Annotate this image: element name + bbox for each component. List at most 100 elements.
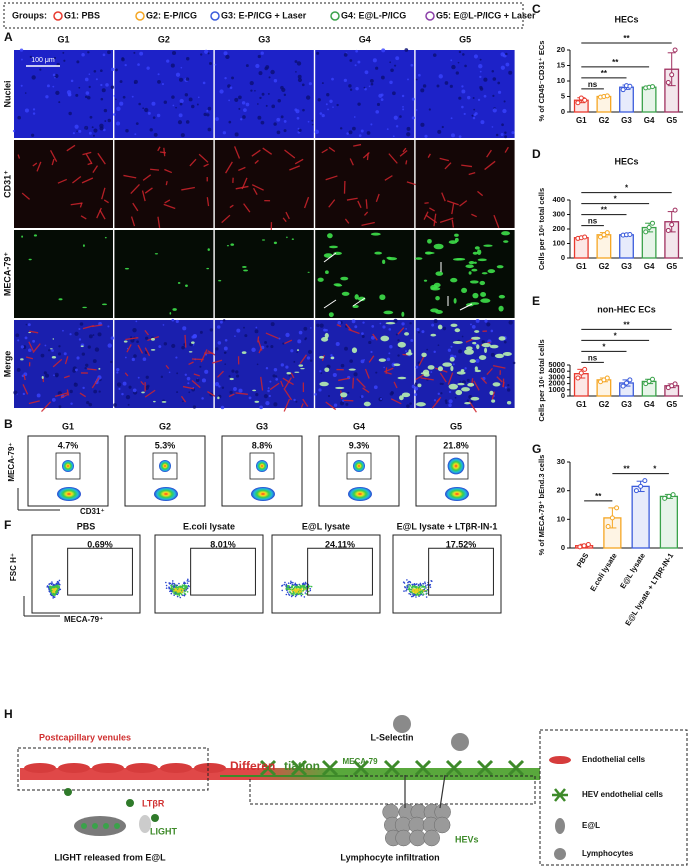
event: [410, 595, 413, 598]
label-differentiation: Differen: [230, 759, 275, 773]
endothelial-cell: [92, 763, 124, 773]
event: [286, 589, 288, 592]
meca-signal: [452, 258, 463, 261]
event: [184, 585, 187, 588]
vessel-signal: [28, 341, 34, 352]
meca-signal: [217, 396, 220, 400]
light-particle: [151, 814, 159, 822]
meca-signal: [80, 345, 84, 348]
gate: [346, 452, 372, 480]
nucleus: [433, 319, 438, 324]
panel-label: F: [4, 518, 11, 532]
nucleus: [464, 64, 467, 68]
nucleus: [347, 391, 350, 394]
y-axis-label: Cells per 10⁶ total cells: [537, 339, 546, 421]
vessel-signal: [484, 160, 496, 171]
meca-signal: [421, 352, 427, 358]
vessel-signal: [126, 344, 132, 353]
axis-label: CD31⁺: [80, 507, 105, 516]
nucleus: [58, 101, 61, 104]
nucleus: [280, 115, 284, 119]
event: [297, 590, 300, 593]
event: [187, 578, 189, 581]
event: [171, 582, 174, 584]
nucleus: [504, 135, 508, 139]
nucleus: [153, 132, 158, 137]
nucleus: [275, 378, 279, 381]
percentage: 5.3%: [155, 440, 176, 450]
nucleus: [452, 363, 455, 366]
light-particle: [114, 823, 120, 829]
y-tick-label: 10: [557, 514, 565, 523]
vessel-signal: [384, 175, 393, 181]
event: [49, 589, 52, 591]
event: [51, 582, 53, 585]
event: [295, 584, 298, 586]
vessel-signal: [362, 387, 370, 393]
nucleus: [100, 83, 103, 87]
nucleus: [492, 108, 497, 113]
nucleus: [86, 96, 91, 100]
significance-label: *: [625, 184, 629, 193]
nucleus: [380, 93, 384, 97]
hev-cell: [290, 759, 308, 777]
event: [416, 585, 418, 588]
meca-signal: [425, 251, 435, 255]
event: [287, 582, 290, 584]
vessel-signal: [243, 203, 251, 213]
meca-signal: [191, 341, 195, 344]
nucleus: [428, 108, 431, 111]
nucleus: [369, 78, 374, 83]
event: [409, 581, 412, 584]
nucleus: [93, 389, 98, 394]
meca-signal: [457, 382, 465, 386]
nucleus: [462, 53, 465, 56]
nucleus: [451, 64, 456, 70]
nucleus: [94, 347, 100, 352]
meca-signal: [481, 272, 488, 275]
data-point: [605, 524, 611, 529]
meca-signal: [82, 306, 87, 309]
vessel-signal: [302, 398, 309, 407]
nucleus: [85, 363, 89, 367]
vessel-signal: [257, 340, 263, 351]
bar: [659, 495, 679, 549]
nucleus: [214, 381, 220, 387]
vessel-signal: [63, 375, 70, 379]
event: [299, 587, 302, 589]
endothelial-cell: [194, 763, 226, 773]
nucleus: [88, 85, 91, 89]
axis-label: MECA-79⁺: [7, 442, 16, 481]
event: [169, 590, 171, 593]
label-light: LIGHT: [150, 826, 177, 836]
data-point: [620, 87, 626, 93]
nucleus: [238, 388, 243, 393]
meca-signal: [169, 312, 172, 315]
column-header: G3: [258, 34, 270, 44]
nucleus: [362, 321, 365, 324]
vessel-signal: [140, 380, 145, 386]
nucleus: [388, 352, 391, 355]
nucleus: [177, 120, 183, 125]
event: [50, 583, 53, 586]
nucleus: [195, 378, 200, 382]
nucleus: [453, 355, 457, 358]
micrograph: [315, 50, 415, 138]
nucleus: [455, 71, 459, 75]
nucleus: [62, 329, 64, 332]
event: [294, 595, 297, 598]
nucleus: [500, 133, 504, 137]
vessel-signal: [188, 361, 194, 366]
vessel-signal: [406, 181, 416, 186]
nucleus: [259, 405, 263, 410]
nucleus: [479, 85, 483, 90]
legend-icon: [555, 818, 565, 834]
legend-icon: [549, 756, 571, 764]
percentage: 8.01%: [210, 539, 236, 549]
meca-signal: [476, 344, 480, 350]
event: [186, 582, 189, 584]
arrow: [323, 252, 337, 263]
nucleus: [415, 78, 418, 81]
nucleus: [414, 382, 417, 385]
nucleus: [426, 348, 429, 351]
